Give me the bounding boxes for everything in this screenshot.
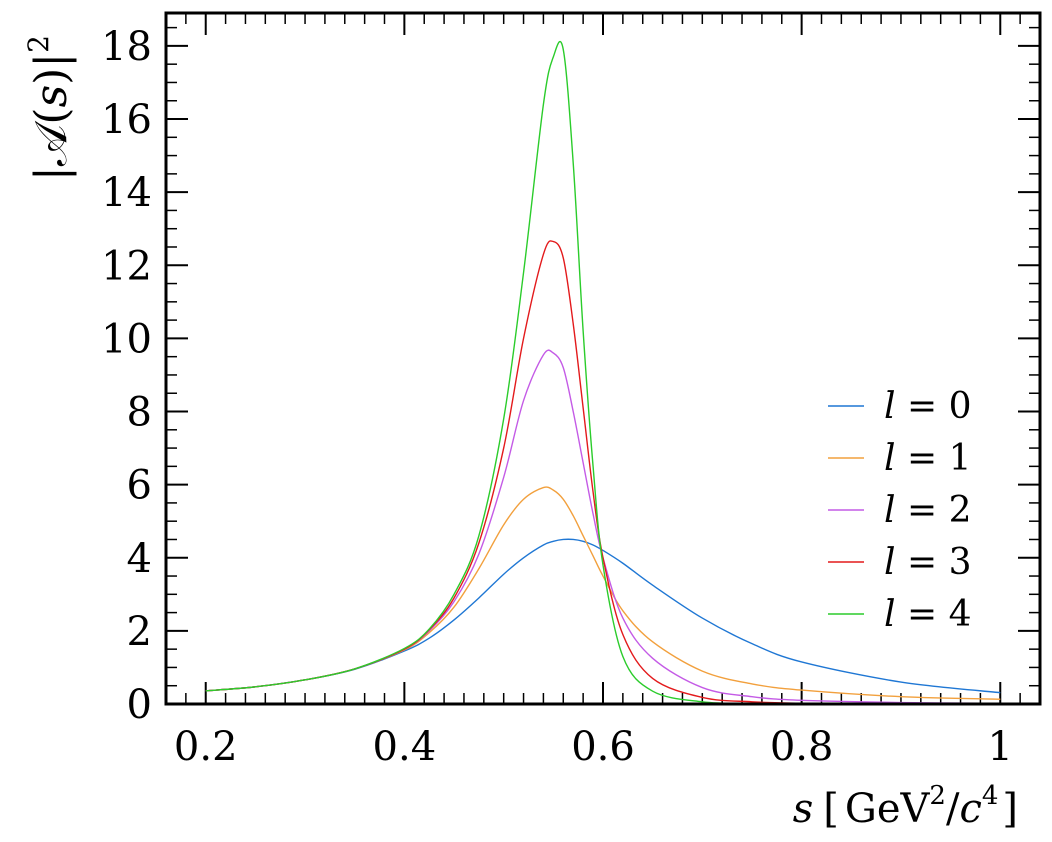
- y-tick-label: 0: [127, 682, 152, 728]
- y-label-script: 𝒜: [26, 120, 77, 166]
- x-label-c-exponent: 4: [982, 781, 999, 811]
- x-tick-label: 0.2: [174, 724, 238, 770]
- legend: l = 0 l = 1 l = 2 l = 3 l = 4: [828, 386, 971, 635]
- x-tick-label: 0.6: [571, 724, 635, 770]
- axis-ticks: [166, 13, 1040, 705]
- x-label-bracket-close: ]: [1002, 786, 1018, 832]
- x-label-unit-exponent: 2: [929, 781, 946, 811]
- y-label-exponent: 2: [22, 35, 55, 53]
- series-line-l3: [205, 240, 1001, 705]
- y-tick-label: 10: [101, 316, 152, 362]
- y-axis-label: |𝒜(s)|2: [22, 35, 77, 181]
- x-tick-label: 0.4: [373, 724, 437, 770]
- series-line-l0: [205, 538, 1001, 694]
- plot-series: [205, 40, 1001, 705]
- svg-text:s[GeV2/c4]: s[GeV2/c4]: [793, 781, 1018, 832]
- plot-frame: [164, 11, 1042, 706]
- svg-text:|𝒜(s)|2: |𝒜(s)|2: [22, 35, 77, 181]
- y-label-bar-right: |: [26, 53, 77, 68]
- y-tick-label: 8: [127, 390, 152, 436]
- legend-label: l = 3: [884, 542, 971, 583]
- x-label-unit: GeV: [845, 786, 931, 832]
- y-tick-label: 2: [127, 609, 152, 655]
- y-tick-label: 14: [101, 170, 152, 216]
- y-tick-label: 18: [101, 24, 152, 70]
- x-label-bracket-open: [: [823, 786, 839, 832]
- y-label-var: s: [26, 85, 77, 108]
- legend-label: l = 1: [884, 438, 971, 479]
- y-tick-label: 6: [127, 463, 152, 509]
- y-tick-label: 12: [101, 243, 152, 289]
- x-tick-label: 1: [988, 724, 1013, 770]
- x-axis-label: s[GeV2/c4]: [793, 781, 1018, 832]
- y-tick-label: 4: [127, 536, 152, 582]
- legend-label: l = 2: [884, 490, 971, 531]
- y-label-bar-left: |: [26, 166, 77, 181]
- x-label-var: s: [793, 786, 814, 832]
- y-label-paren-close: ): [26, 68, 77, 85]
- y-tick-label: 16: [101, 97, 152, 143]
- series-line-l1: [205, 486, 1001, 700]
- x-label-slash: /: [946, 786, 960, 832]
- series-line-l4: [205, 40, 1001, 705]
- series-line-l2: [205, 349, 1001, 704]
- x-tick-label: 0.8: [770, 724, 834, 770]
- y-label-paren-open: (: [26, 107, 77, 124]
- x-label-c: c: [959, 786, 981, 832]
- legend-label: l = 4: [884, 594, 971, 635]
- legend-label: l = 0: [884, 386, 971, 427]
